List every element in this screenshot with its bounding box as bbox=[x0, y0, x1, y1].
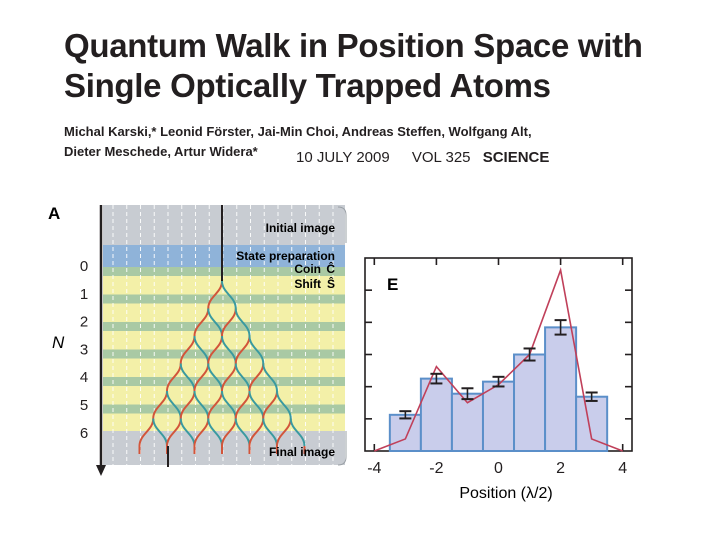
x-tick-label: 4 bbox=[618, 460, 627, 477]
paper-title: Quantum Walk in Position Space with Sing… bbox=[64, 26, 643, 106]
error-bar-position--2 bbox=[430, 372, 443, 385]
bar-position--2 bbox=[419, 377, 453, 452]
bar-position-2 bbox=[544, 326, 578, 452]
step-label-4: 4 bbox=[80, 369, 88, 386]
citation-date: 10 JULY 2009 bbox=[296, 149, 390, 166]
bracket-bottom bbox=[337, 431, 347, 466]
walk-path-right bbox=[289, 418, 306, 447]
walk-path-right bbox=[248, 335, 265, 364]
band-coin-step bbox=[103, 267, 345, 276]
step-label-5: 5 bbox=[80, 397, 88, 414]
x-tick-label: 2 bbox=[556, 460, 565, 477]
error-bar-position-2 bbox=[554, 319, 567, 336]
panel-a-axis-label: N bbox=[52, 333, 65, 352]
authors-line-1: Michal Karski,* Leonid Förster, Jai-Min … bbox=[64, 124, 532, 139]
chart-x-tick-labels: -4 -2 0 2 4 bbox=[367, 460, 627, 477]
bar-position-1 bbox=[513, 353, 547, 452]
band-shift-step bbox=[103, 303, 345, 322]
band-initial-image bbox=[103, 205, 345, 245]
bracket-top bbox=[337, 206, 347, 243]
band-shift-step bbox=[103, 331, 345, 350]
band-label-coin-symbol: Ĉ bbox=[326, 261, 335, 276]
error-bar-position--1 bbox=[461, 387, 474, 401]
step-label-6: 6 bbox=[80, 425, 88, 442]
error-bar-position-1 bbox=[523, 347, 536, 362]
chart-error-bars bbox=[399, 319, 598, 420]
walk-path-right bbox=[234, 308, 251, 337]
panel-a-lattice-lanes bbox=[112, 205, 334, 465]
band-coin-step bbox=[103, 322, 345, 331]
paper-authors: Michal Karski,* Leonid Förster, Jai-Min … bbox=[64, 122, 532, 162]
band-shift-step bbox=[103, 276, 345, 295]
step-label-0: 0 bbox=[80, 258, 88, 275]
band-label-coin: Coin bbox=[294, 262, 321, 276]
walk-path-right bbox=[276, 390, 292, 419]
error-bar-position--3 bbox=[399, 410, 412, 420]
panel-a-bands bbox=[103, 205, 345, 465]
band-label-initial: Initial image bbox=[266, 221, 336, 235]
band-state-preparation bbox=[103, 245, 345, 267]
panel-a-figure: A N 0 1 2 3 4 5 6 Initial image State preparat… bbox=[48, 204, 347, 476]
band-label-state-prep: State preparation bbox=[236, 249, 335, 263]
panel-a-step-labels: 0 1 2 3 4 5 6 bbox=[80, 258, 88, 442]
band-coin-step bbox=[103, 294, 345, 304]
chart-x-axis-label: Position (λ/2) bbox=[459, 485, 552, 502]
x-tick-label: -4 bbox=[367, 460, 381, 477]
band-coin-step bbox=[103, 377, 345, 386]
error-bar-position-3 bbox=[585, 391, 598, 402]
band-label-shift-symbol: Ŝ bbox=[327, 276, 335, 291]
band-coin-step bbox=[103, 404, 345, 414]
walk-path-right bbox=[262, 363, 278, 392]
panel-e-label: E bbox=[387, 275, 398, 294]
x-tick-label: 0 bbox=[494, 460, 503, 477]
band-coin-step bbox=[103, 349, 345, 359]
step-label-3: 3 bbox=[80, 341, 88, 358]
paper-title-line-2: Single Optically Trapped Atoms bbox=[64, 67, 551, 104]
step-label-1: 1 bbox=[80, 286, 88, 303]
step-label-2: 2 bbox=[80, 314, 88, 331]
panel-a-label: A bbox=[48, 204, 60, 223]
band-shift-step bbox=[103, 358, 345, 377]
bar-position--3 bbox=[388, 413, 422, 452]
chart-bars bbox=[388, 326, 609, 452]
bar-position-0 bbox=[481, 380, 516, 452]
x-tick-label: -2 bbox=[429, 460, 443, 477]
paper-title-line-1: Quantum Walk in Position Space with bbox=[64, 27, 643, 64]
citation-journal: SCIENCE bbox=[482, 149, 550, 166]
band-shift-step bbox=[103, 413, 345, 432]
panel-a-decorations bbox=[96, 205, 347, 476]
panel-e-chart: -4 -2 0 2 4 E Position (λ/2) bbox=[364, 257, 633, 502]
band-shift-step bbox=[103, 386, 345, 405]
walk-path-right bbox=[221, 280, 237, 309]
authors-line-2: Dieter Meschede, Artur Widera* bbox=[64, 144, 258, 159]
citation: 10 JULY 2009 VOL 325 SCIENCE bbox=[296, 148, 549, 168]
error-bar-position-0 bbox=[492, 375, 505, 388]
citation-volume: VOL 325 bbox=[411, 149, 471, 166]
band-label-final: Final image bbox=[269, 445, 335, 459]
band-label-shift: Shift bbox=[294, 277, 321, 291]
time-arrow-head bbox=[96, 465, 106, 476]
panel-a-walk-paths bbox=[138, 205, 306, 467]
